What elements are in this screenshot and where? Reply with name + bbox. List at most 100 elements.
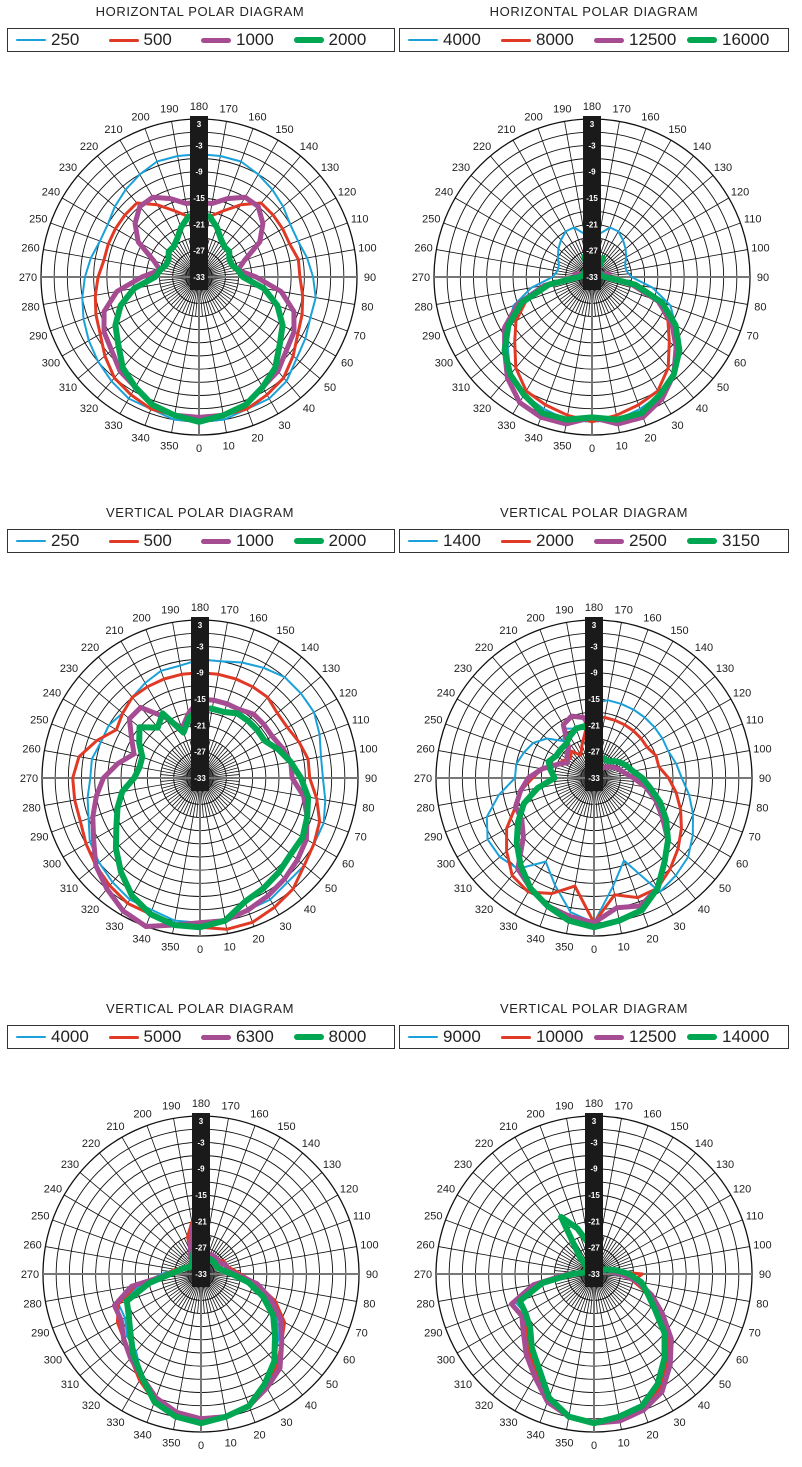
angle-tick-label: 200 bbox=[132, 612, 150, 624]
angle-tick-label: 210 bbox=[499, 625, 517, 637]
grid-spoke bbox=[43, 249, 200, 278]
grid-spoke bbox=[198, 222, 348, 278]
angle-tick-label: 50 bbox=[324, 382, 336, 394]
angle-tick-label: 0 bbox=[591, 1440, 597, 1452]
angle-tick-label: 230 bbox=[60, 663, 78, 675]
grid-spoke bbox=[52, 1219, 202, 1275]
angle-tick-label: 110 bbox=[351, 214, 369, 226]
angle-tick-label: 190 bbox=[160, 104, 178, 116]
grid-spoke bbox=[566, 777, 595, 934]
angle-tick-label: 290 bbox=[30, 831, 48, 843]
angle-tick-label: 30 bbox=[280, 1417, 292, 1429]
legend: 250 500 1000 2000 bbox=[7, 28, 395, 52]
angle-tick-label: 40 bbox=[305, 1400, 317, 1412]
angle-tick-label: 300 bbox=[42, 358, 60, 370]
angle-tick-label: 110 bbox=[353, 1211, 371, 1223]
legend-label: 4000 bbox=[443, 30, 481, 49]
angle-tick-label: 190 bbox=[553, 104, 571, 116]
legend-label: 4000 bbox=[51, 1027, 89, 1046]
radial-tick-label: -9 bbox=[197, 1165, 205, 1174]
angle-tick-label: 170 bbox=[613, 104, 631, 116]
angle-tick-label: 300 bbox=[437, 859, 455, 871]
legend-label: 1000 bbox=[236, 531, 274, 550]
grid-spoke bbox=[145, 777, 201, 927]
grid-spoke bbox=[591, 175, 714, 278]
legend: 4000 5000 6300 8000 bbox=[7, 1025, 395, 1049]
angle-tick-label: 200 bbox=[526, 1108, 544, 1120]
angle-tick-label: 80 bbox=[754, 302, 766, 314]
angle-tick-label: 170 bbox=[221, 605, 239, 617]
angle-tick-label: 80 bbox=[362, 803, 374, 815]
radial-tick-label: -33 bbox=[588, 1270, 600, 1279]
angle-tick-label: 350 bbox=[555, 941, 573, 953]
angle-tick-label: 40 bbox=[698, 904, 710, 916]
legend-item: 500 bbox=[108, 531, 202, 551]
grid-spoke bbox=[438, 777, 595, 806]
legend-label: 14000 bbox=[722, 1027, 770, 1046]
grid-spoke bbox=[539, 629, 595, 779]
angle-tick-label: 230 bbox=[61, 1159, 79, 1171]
radial-tick-label: -3 bbox=[588, 141, 596, 150]
angle-tick-label: 330 bbox=[106, 1417, 124, 1429]
angle-tick-label: 50 bbox=[719, 1379, 731, 1391]
grid-spoke bbox=[121, 1273, 202, 1412]
angle-tick-label: 330 bbox=[105, 921, 123, 933]
legend-item: 3150 bbox=[687, 531, 780, 551]
grid-spoke bbox=[436, 249, 593, 278]
radial-tick-label: -15 bbox=[588, 695, 600, 704]
angle-tick-label: 250 bbox=[424, 715, 442, 727]
angle-tick-label: 60 bbox=[343, 1355, 355, 1367]
radial-tick-label: 3 bbox=[197, 120, 202, 129]
radial-tick-label: -15 bbox=[195, 1191, 207, 1200]
legend-swatch bbox=[501, 1035, 531, 1039]
grid-spoke bbox=[98, 777, 201, 900]
angle-tick-label: 30 bbox=[673, 921, 685, 933]
grid-spoke bbox=[492, 656, 595, 779]
grid-spoke bbox=[198, 276, 254, 426]
grid-spoke bbox=[472, 777, 595, 880]
angle-tick-label: 220 bbox=[475, 1138, 493, 1150]
grid-spoke bbox=[593, 777, 743, 833]
legend-swatch bbox=[293, 37, 324, 43]
grid-spoke bbox=[200, 1172, 323, 1275]
radial-tick-label: -9 bbox=[588, 168, 596, 177]
grid-spoke bbox=[144, 128, 200, 278]
angle-tick-label: 90 bbox=[757, 272, 769, 284]
angle-tick-label: 280 bbox=[22, 803, 40, 815]
angle-tick-label: 280 bbox=[416, 1299, 434, 1311]
angle-tick-label: 330 bbox=[499, 1417, 517, 1429]
chart-title: VERTICAL POLAR DIAGRAM bbox=[105, 1001, 295, 1016]
grid-spoke bbox=[200, 1125, 256, 1275]
angle-tick-label: 340 bbox=[526, 1430, 544, 1442]
grid-spoke bbox=[591, 276, 730, 357]
angle-tick-label: 330 bbox=[497, 420, 515, 432]
legend-swatch bbox=[687, 37, 717, 43]
angle-tick-label: 50 bbox=[717, 382, 729, 394]
angle-tick-label: 160 bbox=[643, 612, 661, 624]
grid-spoke bbox=[63, 1273, 202, 1354]
legend-label: 12500 bbox=[629, 1027, 677, 1046]
grid-spoke bbox=[120, 777, 201, 916]
radial-tick-label: -15 bbox=[588, 1191, 600, 1200]
grid-spoke bbox=[445, 723, 595, 779]
angle-tick-label: 310 bbox=[454, 1379, 472, 1391]
angle-tick-label: 70 bbox=[355, 831, 367, 843]
angle-tick-label: 40 bbox=[304, 904, 316, 916]
angle-tick-label: 60 bbox=[734, 358, 746, 370]
angle-tick-label: 340 bbox=[131, 433, 149, 445]
grid-spoke bbox=[472, 1273, 595, 1376]
radial-tick-label: -27 bbox=[195, 1244, 207, 1253]
grid-spoke bbox=[97, 155, 200, 278]
polar-plot: 3 -3 -9 -15 -21 -27 -33 0 10 20 30 40 50 60 70 80 90 100 1… bbox=[21, 1098, 379, 1452]
angle-tick-label: 160 bbox=[641, 111, 659, 123]
polar-plot: 3 -3 -9 -15 -21 -27 -33 0 10 20 30 40 50 60 70 80 90 100 1… bbox=[20, 602, 378, 956]
grid-spoke bbox=[591, 139, 672, 278]
grid-spoke bbox=[145, 629, 201, 779]
grid-spoke bbox=[591, 276, 694, 399]
angle-tick-label: 60 bbox=[341, 358, 353, 370]
grid-spoke bbox=[591, 276, 714, 379]
grid-spoke bbox=[63, 1194, 202, 1275]
angle-tick-label: 140 bbox=[693, 141, 711, 153]
angle-tick-label: 330 bbox=[499, 921, 517, 933]
angle-tick-label: 180 bbox=[585, 1098, 603, 1110]
